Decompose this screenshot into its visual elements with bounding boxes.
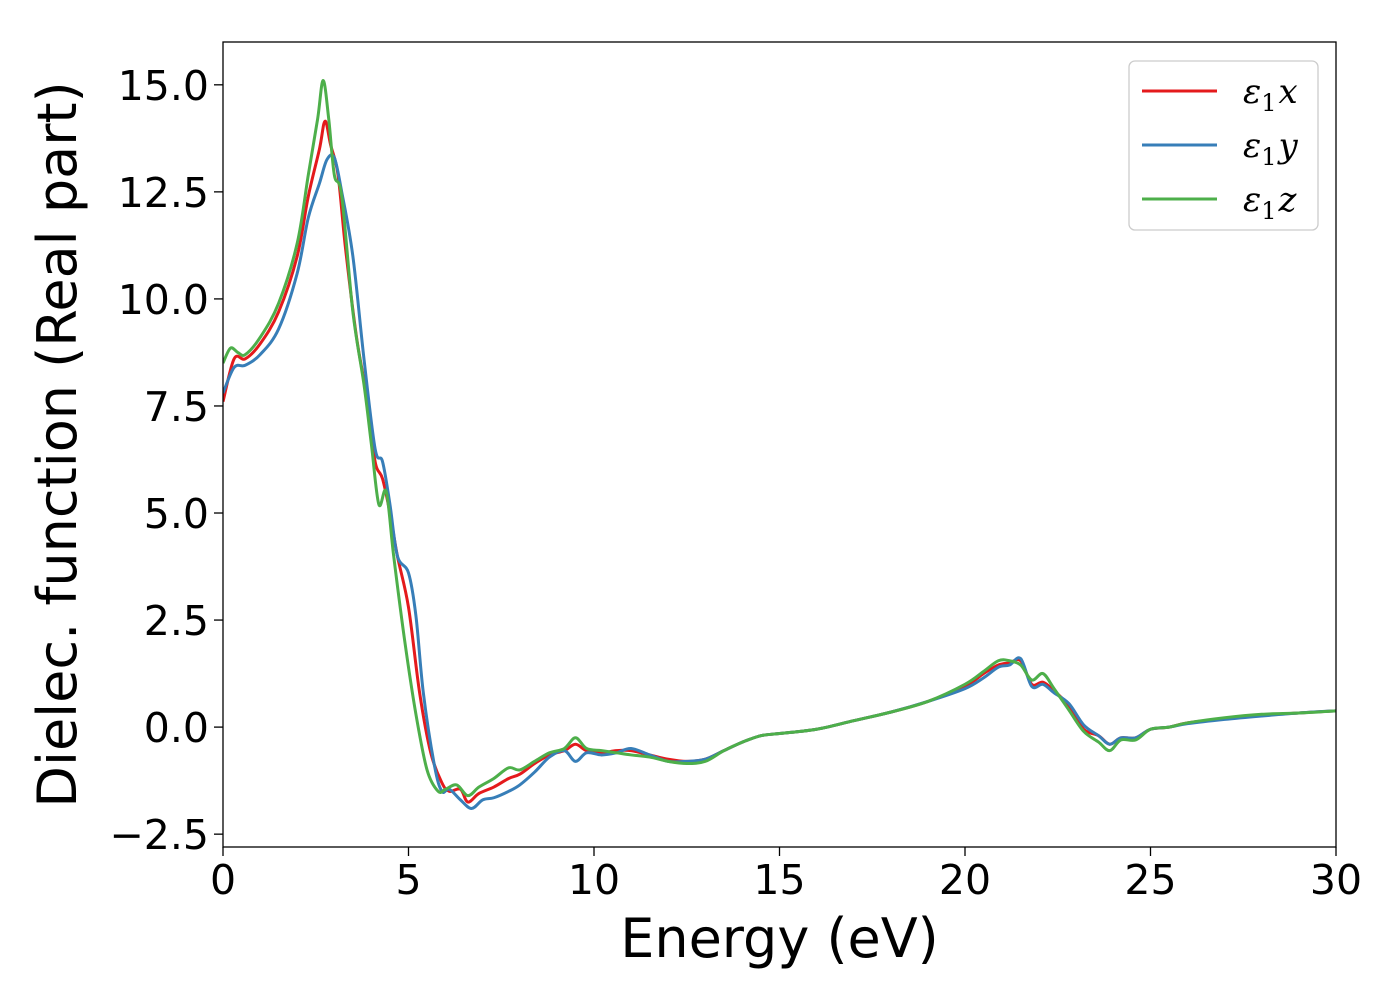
legend-component: x xyxy=(1279,72,1298,112)
y-tick-label: 15.0 xyxy=(118,62,209,110)
legend-subscript: 1 xyxy=(1261,89,1276,117)
legend-epsilon: ε xyxy=(1243,126,1261,166)
legend-subscript: 1 xyxy=(1261,143,1276,171)
y-tick-label: 2.5 xyxy=(144,597,209,645)
legend-epsilon: ε xyxy=(1243,72,1261,112)
x-tick-label: 10 xyxy=(568,856,620,904)
legend-label-y: ε1y xyxy=(1243,126,1299,171)
legend-label-z: ε1z xyxy=(1243,180,1298,225)
x-axis: 0 5 10 15 20 25 30 xyxy=(210,847,1362,904)
legend-box xyxy=(1128,60,1319,231)
legend-epsilon: ε xyxy=(1243,180,1261,220)
x-tick-label: 0 xyxy=(210,856,236,904)
y-tick-label: 7.5 xyxy=(144,383,209,431)
y-tick-label: −2.5 xyxy=(109,811,209,859)
y-tick-label: 5.0 xyxy=(144,490,209,538)
x-tick-label: 15 xyxy=(753,856,805,904)
y-tick-label: 12.5 xyxy=(118,169,209,217)
y-tick-label: 0.0 xyxy=(144,704,209,752)
series-layer xyxy=(223,79,1336,810)
legend-subscript: 1 xyxy=(1261,197,1276,225)
x-tick-label: 5 xyxy=(395,856,421,904)
legend-component: z xyxy=(1278,180,1298,220)
y-axis: −2.5 0.0 2.5 5.0 7.5 10.0 12.5 15.0 xyxy=(109,62,223,859)
series-line-z xyxy=(223,79,1336,798)
x-axis-title: Energy (eV) xyxy=(620,907,939,970)
x-tick-label: 30 xyxy=(1310,856,1362,904)
legend-component: y xyxy=(1277,126,1299,166)
y-axis-title: Dielec. function (Real part) xyxy=(26,81,89,807)
y-tick-label: 10.0 xyxy=(118,276,209,324)
x-tick-label: 20 xyxy=(939,856,991,904)
x-tick-label: 25 xyxy=(1124,856,1176,904)
series-line-y xyxy=(223,153,1336,810)
legend-label-x: ε1x xyxy=(1243,72,1298,117)
